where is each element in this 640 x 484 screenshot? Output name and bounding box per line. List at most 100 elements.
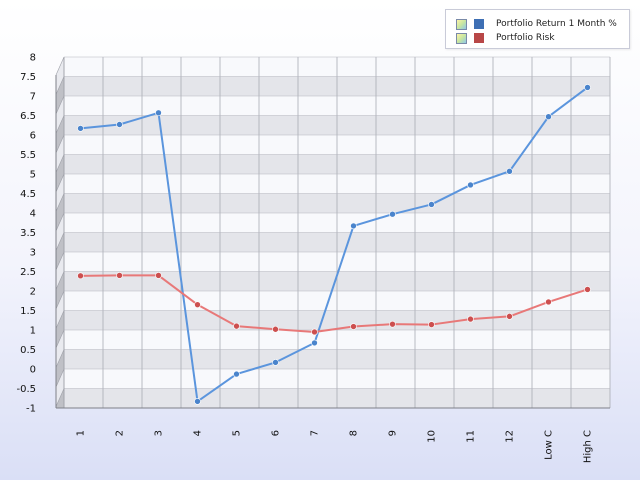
x-tick-label: 6 [271, 430, 282, 436]
grid-lines [55, 56, 611, 409]
legend-label-risk: Portfolio Risk [496, 33, 555, 43]
side-face [56, 96, 64, 134]
y-tick-label: 0 [30, 365, 36, 376]
legend-label-return: Portfolio Return 1 Month % [496, 19, 617, 29]
x-tick-label: 7 [310, 430, 321, 436]
data-point-return [233, 370, 240, 378]
y-tick-label: 2.5 [20, 267, 36, 278]
series-lines [80, 86, 589, 403]
series-line-risk [80, 274, 588, 333]
grid-bevel [55, 232, 65, 251]
data-point-risk [584, 286, 591, 293]
data-point-return [311, 339, 318, 347]
series-line-return [80, 86, 589, 403]
y-tick-label: 1 [30, 326, 36, 337]
data-point-risk [194, 301, 201, 308]
x-tick-label: 4 [193, 430, 204, 436]
side-face [56, 76, 64, 114]
plot-background [56, 57, 610, 408]
data-point-risk [311, 328, 318, 336]
grid-bevel [55, 76, 65, 95]
side-face [56, 115, 64, 153]
x-tick-label: 1 [76, 430, 87, 436]
data-point-return [350, 222, 357, 230]
legend-swatch-return [474, 19, 484, 29]
y-tick-label: 5 [30, 170, 36, 181]
data-point-risk [272, 325, 279, 333]
side-face [56, 154, 64, 192]
y-axis-tick-labels: -1 -0.5 0 0.5 1 1.5 2 2.5 3 3.5 4 4.5 5 5.5 6 6.5 7 7.5 8 [16, 53, 36, 415]
x-tick-label: 3 [154, 430, 165, 436]
data-point-return [77, 125, 84, 132]
data-point-risk [233, 322, 240, 330]
data-point-return [428, 201, 435, 208]
grid-bevel [55, 56, 65, 76]
side-face [56, 232, 64, 270]
data-point-return [194, 398, 201, 405]
y-tick-label: 4 [30, 209, 36, 220]
side-face [56, 349, 64, 387]
grid-bevel [55, 251, 65, 271]
grid-bevel [55, 310, 65, 329]
data-point-risk [389, 320, 396, 328]
data-point-return [272, 359, 279, 366]
y-tick-label: 7 [30, 92, 36, 103]
y-tick-label: 8 [30, 53, 36, 64]
y-tick-label: 5.5 [20, 150, 36, 161]
legend: Portfolio Return 1 Month % Portfolio Ris… [445, 9, 630, 49]
data-point-return [506, 168, 513, 175]
data-point-return [116, 121, 123, 128]
legend-item-return: Portfolio Return 1 Month % [456, 17, 617, 31]
data-point-return [155, 109, 162, 117]
side-face [56, 271, 64, 309]
grid-bevel [55, 388, 65, 407]
side-face [56, 252, 64, 290]
side-face [56, 193, 64, 231]
side-face [56, 330, 64, 368]
series-chart-icon [456, 32, 467, 44]
data-point-risk [116, 272, 123, 279]
grid-bevel [55, 173, 65, 193]
data-point-risk [77, 272, 84, 280]
x-tick-label: Low C [544, 430, 555, 460]
series-points [77, 84, 591, 405]
y-tick-label: -1 [26, 404, 36, 415]
side-face [56, 174, 64, 212]
x-tick-label: High C [583, 430, 594, 463]
side-face [56, 213, 64, 251]
data-point-return [584, 84, 591, 91]
grid-bevel [55, 95, 65, 115]
x-tick-label: 10 [427, 430, 438, 443]
data-point-risk [350, 323, 357, 330]
x-tick-label: 5 [232, 430, 243, 436]
grid-bevel [55, 290, 65, 310]
side-face [56, 135, 64, 173]
side-face [56, 57, 64, 95]
data-point-risk [428, 321, 435, 328]
y-tick-label: -0.5 [16, 384, 36, 395]
grid-bevel [55, 154, 65, 173]
side-face [56, 291, 64, 329]
series-chart-icon [456, 18, 467, 30]
grid-bevel [55, 271, 65, 290]
grid-bevel [55, 368, 65, 388]
y-tick-label: 2 [30, 287, 36, 298]
data-point-risk [545, 298, 552, 306]
grid-bevel [55, 115, 65, 134]
x-tick-label: 12 [505, 430, 516, 443]
y-tick-label: 6 [30, 131, 36, 142]
grid-bevel [55, 212, 65, 232]
y-tick-label: 3 [30, 248, 36, 259]
side-face [56, 310, 64, 348]
x-axis-tick-labels: 1 2 3 4 5 6 7 8 9 10 11 12 Low C High C [76, 430, 594, 463]
data-point-return [389, 210, 396, 218]
grid-bevel [55, 193, 65, 212]
x-tick-label: 11 [466, 430, 477, 443]
y-tick-label: 7.5 [20, 72, 36, 83]
y-tick-label: 6.5 [20, 111, 36, 122]
data-point-risk [506, 313, 513, 320]
y-tick-label: 3.5 [20, 228, 36, 239]
grid-bevel [55, 349, 65, 368]
